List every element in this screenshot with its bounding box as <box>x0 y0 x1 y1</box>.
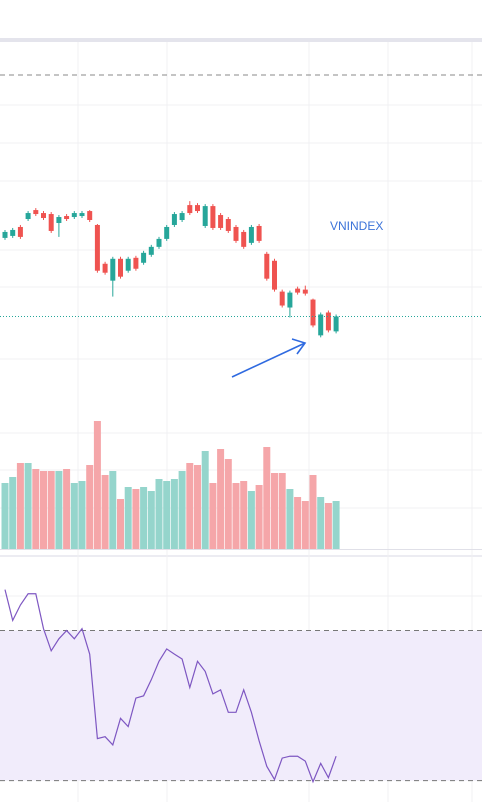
volume-bar <box>278 473 286 549</box>
volume-bar <box>78 481 86 549</box>
candle-body <box>310 299 316 326</box>
candle-body <box>17 226 23 237</box>
candle-body <box>41 213 46 219</box>
candle-body <box>241 231 247 247</box>
candle-body <box>264 253 270 279</box>
volume-bar <box>124 487 132 549</box>
symbol-label: VNINDEX <box>330 219 383 233</box>
arrow <box>231 342 306 378</box>
volume-bar <box>286 489 294 549</box>
volume-bar <box>101 475 109 549</box>
volume-bar <box>93 421 101 549</box>
candle-body <box>302 289 308 294</box>
volume-bar <box>40 471 47 549</box>
volume-bar <box>194 465 201 549</box>
candle-body <box>272 260 277 290</box>
candle-body <box>87 211 93 221</box>
volume-bar <box>263 447 271 549</box>
volume-bar <box>70 483 78 549</box>
volume-bar <box>132 489 140 549</box>
candle-body <box>94 224 100 271</box>
candle-body <box>2 231 8 238</box>
candle-body <box>110 258 116 281</box>
volume-bar <box>9 477 17 549</box>
candle-body <box>202 206 208 226</box>
volume-bar <box>186 463 194 549</box>
candle-body <box>233 226 239 241</box>
candle-body <box>141 252 147 263</box>
volume-bar <box>317 497 325 549</box>
candle-body <box>79 213 85 217</box>
rsi-line <box>4 589 337 784</box>
volume-bar <box>1 483 9 549</box>
volume-bar <box>55 471 63 549</box>
volume-bar <box>255 485 263 549</box>
candle-body <box>225 219 231 231</box>
volume-bar <box>155 479 163 549</box>
candle-body <box>171 214 177 225</box>
volume-bar <box>324 503 332 549</box>
volume-bar <box>47 471 55 549</box>
volume-bar <box>170 479 178 549</box>
candle-body <box>102 263 108 273</box>
candle-body <box>218 215 224 228</box>
volume-bar <box>201 451 209 549</box>
volume-bar <box>163 481 171 549</box>
candle-body <box>164 226 170 239</box>
candle-body <box>48 214 54 231</box>
candle-body <box>125 258 131 271</box>
candle-body <box>10 229 16 236</box>
candle-body <box>325 312 331 331</box>
volume-bar <box>209 483 217 549</box>
volume-bar <box>332 501 340 549</box>
volume-bar <box>24 463 32 549</box>
candle-body <box>25 213 31 220</box>
arrow-head <box>291 338 307 355</box>
candle-body <box>187 205 193 214</box>
volume-bar <box>224 459 232 549</box>
candle-body <box>71 213 77 218</box>
candle-body <box>279 291 285 306</box>
volume-bar <box>109 471 117 549</box>
candle-body <box>148 246 154 255</box>
candle-body <box>179 213 185 221</box>
candle-body <box>295 288 301 293</box>
candle-body <box>318 314 324 336</box>
candle-body <box>33 210 39 215</box>
candle-body <box>333 316 339 332</box>
volume-bar <box>32 469 40 549</box>
volume-bar <box>232 483 240 549</box>
volume-bar <box>247 491 255 549</box>
candle-body <box>118 258 123 277</box>
volume-bar <box>86 465 94 549</box>
candle-body <box>256 225 262 241</box>
volume-bar <box>16 463 24 549</box>
candle-body <box>133 257 139 269</box>
candle-body <box>64 216 70 220</box>
volume-bar <box>240 481 248 549</box>
pane-separator <box>0 38 482 42</box>
volume-bar <box>294 497 302 549</box>
candle-body <box>210 206 216 228</box>
candle-body <box>287 292 293 308</box>
pane-separator <box>0 555 482 557</box>
volume-bar <box>217 449 225 549</box>
candle-body <box>195 205 200 212</box>
candle-body <box>56 217 62 223</box>
candle-body <box>156 238 162 247</box>
volume-bar <box>309 475 317 549</box>
volume-bar <box>178 471 186 549</box>
volume-bar <box>63 469 71 549</box>
band-fill <box>0 630 482 781</box>
candle-body <box>248 226 254 243</box>
volume-bar <box>140 487 148 549</box>
volume-bar <box>147 491 155 549</box>
volume-bar <box>271 473 278 549</box>
volume-bar <box>117 499 124 549</box>
volume-bar <box>301 501 309 549</box>
